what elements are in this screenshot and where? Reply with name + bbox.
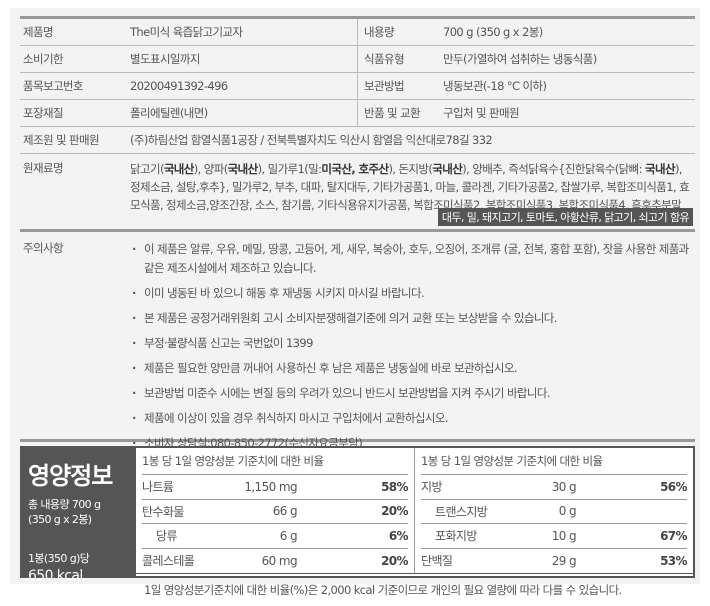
info-label: 품목보고번호: [23, 79, 83, 93]
info-cell: 제품명 The미식 육즙닭고기교자: [20, 19, 357, 45]
nutrient-name: 탄수화물: [142, 504, 184, 519]
cautions-list: 이 제품은 알류, 우유, 메밀, 땅콩, 고등어, 게, 새우, 복숭아, 호…: [130, 240, 695, 453]
info-label: 내용량: [364, 25, 395, 39]
info-label: 포장재질: [23, 106, 64, 120]
calories: 650 kcal: [28, 568, 83, 584]
ingredient-text: ), 돈지방(: [388, 162, 433, 176]
info-row: 포장재질 폴리에틸렌(내면) 반품 및 교환 구입처 및 판매원: [20, 100, 695, 127]
nutrition-title: 영양정보: [28, 462, 113, 490]
serving-size: 1봉(350 g)당: [28, 552, 90, 565]
nutrient-row: 탄수화물 66 g 20%: [142, 500, 409, 524]
cautions-label: 주의사항: [23, 241, 64, 255]
info-label: 식품유형: [364, 52, 405, 66]
info-label: 소비기한: [23, 52, 64, 66]
nutrient-row: 당류 6 g 6%: [142, 524, 409, 549]
info-cell: 보관방법 냉동보관(-18 °C 이하): [357, 73, 695, 99]
caution-item: 부정·불량식품 신고는 국번없이 1399: [130, 334, 695, 353]
info-value: 냉동보관(-18 °C 이하): [443, 79, 547, 93]
nutrient-name: 당류: [156, 529, 177, 544]
nutrient-amount: 6 g: [279, 528, 298, 543]
info-cell: 포장재질 폴리에틸렌(내면): [20, 100, 357, 126]
ingredient-text: 국내산: [644, 162, 676, 176]
nutrient-name: 포화지방: [435, 529, 477, 544]
ingredient-text: 국내산: [163, 162, 195, 176]
column-header: 1봉 당 1일 영양성분 기준치에 대한 비율: [142, 448, 408, 475]
caution-item: 이 제품은 알류, 우유, 메밀, 땅콩, 고등어, 게, 새우, 복숭아, 호…: [130, 240, 695, 278]
ingredient-text: 국내산: [432, 162, 463, 176]
nutrient-percent: 56%: [660, 479, 688, 494]
maker-row: 제조원 및 판매원 (주)하림산업 함열식품1공장 / 전북특별자치도 익산시 함…: [20, 127, 695, 154]
nutrient-name: 트랜스지방: [435, 504, 488, 519]
total-content-detail: (350 g x 2봉): [28, 513, 92, 526]
nutrient-name: 지방: [421, 480, 442, 495]
total-content: 총 내용량 700 g: [28, 498, 101, 511]
info-cell: 품목보고번호 20200491392-496: [20, 73, 357, 99]
nutrient-percent: 20%: [381, 553, 409, 568]
nutrition-footnote: 1일 영양성분기준치에 대한 비율(%)은 2,000 kcal 기준이므로 개…: [136, 573, 693, 605]
nutrient-amount: 1,150 mg: [244, 479, 297, 494]
nutrition-facts: 영양정보 총 내용량 700 g (350 g x 2봉) 1봉(350 g)당…: [20, 446, 695, 597]
nutrient-row: 지방 30 g 56%: [421, 475, 688, 500]
product-info-table: 제품명 The미식 육즙닭고기교자 내용량 700 g (350 g x 2봉) 소비기…: [20, 16, 695, 453]
cautions-row: 주의사항 이 제품은 알류, 우유, 메밀, 땅콩, 고등어, 게, 새우, 복숭…: [20, 232, 695, 453]
ingredients-row: 원재료명 닭고기(국내산), 양파(국내산), 밀가루1(밀:미국산, 호주산),…: [20, 154, 695, 232]
info-label: 보관방법: [364, 79, 405, 93]
maker-label: 제조원 및 판매원: [23, 133, 100, 147]
nutrient-amount: 29 g: [551, 553, 577, 568]
nutrient-amount: 10 g: [551, 528, 577, 543]
caution-item: 보관방법 미준수 시에는 변질 등의 우려가 있으니 반드시 보관방법을 지켜 …: [130, 384, 695, 403]
info-label: 반품 및 교환: [364, 106, 421, 120]
nutrient-name: 단백질: [421, 554, 453, 569]
ingredient-text: ), 양파(: [193, 162, 228, 176]
nutrient-row: 콜레스테롤 60 mg 20%: [142, 549, 409, 574]
info-row: 제품명 The미식 육즙닭고기교자 내용량 700 g (350 g x 2봉): [20, 19, 695, 46]
ingredient-text: 미국산, 호주산: [321, 162, 389, 176]
nutrient-amount: 30 g: [551, 479, 577, 494]
nutrient-row: 트랜스지방 0 g: [421, 500, 687, 524]
info-value: 700 g (350 g x 2봉): [443, 25, 543, 39]
info-label: 제품명: [23, 25, 54, 39]
info-cell: 내용량 700 g (350 g x 2봉): [357, 19, 695, 45]
info-cell: 반품 및 교환 구입처 및 판매원: [357, 100, 695, 126]
nutrient-percent: 53%: [660, 553, 688, 568]
nutrient-amount: 0 g: [558, 504, 577, 519]
info-value: 구입처 및 판매원: [443, 106, 520, 120]
nutrient-percent: 67%: [660, 528, 688, 543]
nutrient-percent: 58%: [381, 479, 409, 494]
caution-item: 제품에 이상이 있을 경우 취식하지 마시고 구입처에서 교환하십시오.: [130, 409, 695, 428]
info-value: 만두(가열하여 섭취하는 냉동식품): [443, 52, 597, 66]
info-value: 20200491392-496: [130, 79, 228, 93]
nutrient-percent: 20%: [381, 504, 409, 519]
info-value: 폴리에틸렌(내면): [130, 106, 208, 120]
ingredient-text: ), 양배추, 즉석닭육수{진한닭육수(닭뼈:: [462, 162, 645, 176]
nutrient-percent: 6%: [388, 528, 409, 543]
maker-value: (주)하림산업 함열식품1공장 / 전북특별자치도 익산시 함열읍 익산대로78…: [130, 133, 493, 147]
ingredient-text: 닭고기(: [130, 162, 164, 176]
ingredient-text: ), 밀가루1(밀:: [257, 162, 322, 176]
ingredient-text: 국내산: [227, 162, 259, 176]
info-row: 소비기한 별도표시일까지 식품유형 만두(가열하여 섭취하는 냉동식품): [20, 46, 695, 73]
nutrient-row: 단백질 29 g 53%: [421, 549, 688, 574]
info-value: 별도표시일까지: [130, 52, 200, 66]
allergen-badge: 대두, 밀, 돼지고기, 토마토, 아황산류, 닭고기, 쇠고기 함유: [437, 208, 693, 226]
nutrient-amount: 66 g: [272, 504, 298, 519]
nutrient-name: 콜레스테롤: [142, 554, 195, 569]
column-header: 1봉 당 1일 영양성분 기준치에 대한 비율: [421, 448, 687, 475]
nutrition-summary: 영양정보 총 내용량 700 g (350 g x 2봉) 1봉(350 g)당…: [22, 448, 136, 584]
info-value: The미식 육즙닭고기교자: [130, 25, 243, 39]
caution-item: 본 제품은 공정거래위원회 고시 소비자분쟁해결기준에 의거 교환 또는 보상받…: [130, 309, 695, 328]
info-cell: 소비기한 별도표시일까지: [20, 46, 357, 72]
nutrient-name: 나트륨: [142, 480, 174, 495]
caution-item: 제품은 필요한 양만큼 꺼내어 사용하신 후 남은 제품은 냉동실에 바로 보관…: [130, 359, 695, 378]
nutrient-row: 포화지방 10 g 67%: [421, 524, 688, 549]
info-row: 품목보고번호 20200491392-496 보관방법 냉동보관(-18 °C 이하): [20, 73, 695, 100]
caution-item: 이미 냉동된 바 있으니 해동 후 재냉동 시키지 마시길 바랍니다.: [130, 284, 695, 303]
nutrient-amount: 60 mg: [261, 553, 298, 568]
ingredients-label: 원재료명: [23, 161, 64, 175]
nutrient-row: 나트륨 1,150 mg 58%: [142, 475, 409, 500]
info-cell: 식품유형 만두(가열하여 섭취하는 냉동식품): [357, 46, 695, 72]
